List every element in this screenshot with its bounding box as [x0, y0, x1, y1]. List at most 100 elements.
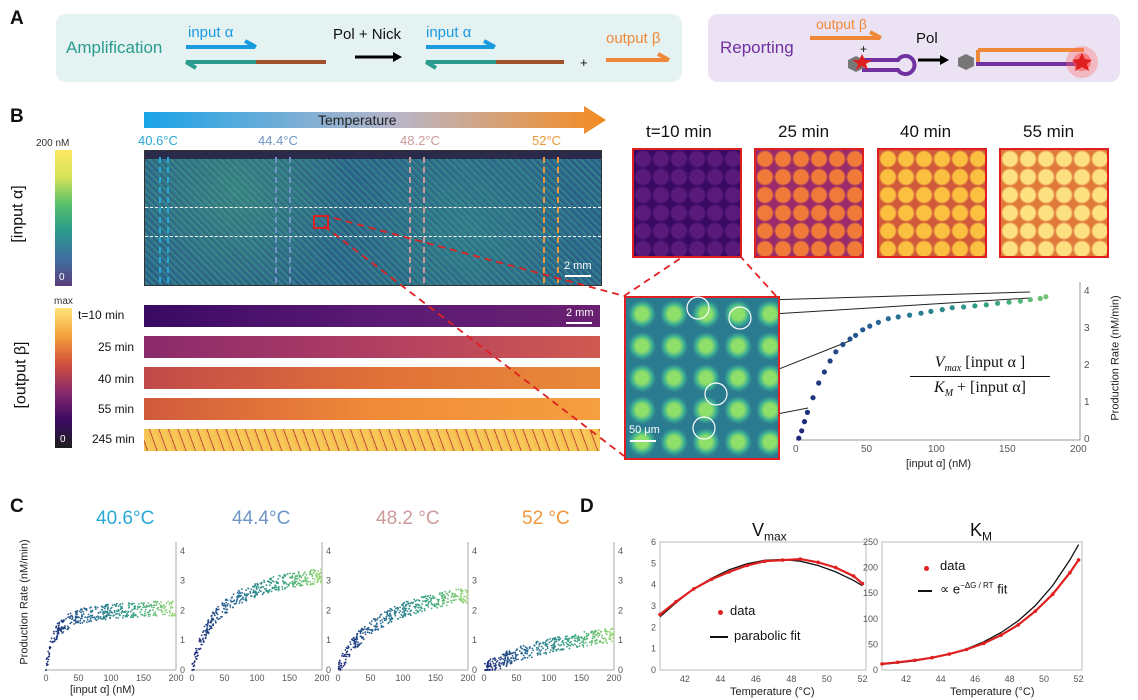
panel-c-point	[602, 642, 604, 644]
panel-c-point	[250, 595, 252, 598]
panel-c-point	[394, 614, 397, 617]
panel-c-point	[259, 590, 262, 593]
panel-c-point	[281, 588, 284, 591]
panel-d-data-line	[881, 559, 1080, 665]
panel-c-point	[201, 643, 203, 646]
panel-c-point	[225, 601, 228, 604]
panel-c-point	[361, 628, 364, 630]
panel-c-point	[583, 637, 585, 640]
panel-c-point	[153, 604, 156, 607]
panel-c-point	[197, 648, 200, 650]
panel-c-point	[121, 602, 124, 605]
scatter-b-point	[796, 435, 802, 441]
panel-c-point	[575, 635, 577, 638]
panel-c-point	[78, 610, 81, 613]
panel-c-point	[103, 607, 106, 610]
panel-c-point	[294, 580, 297, 583]
panel-c-point	[551, 646, 554, 649]
panel-c-point	[420, 607, 423, 610]
panel-c-point	[368, 622, 371, 624]
scatter-b-point	[833, 349, 839, 355]
strip-time-1: t=10 min	[78, 308, 125, 322]
panel-c-point	[441, 603, 444, 605]
panel-c-point	[193, 664, 196, 667]
panel-c-point	[385, 615, 388, 618]
panel-c-point	[554, 640, 557, 643]
scalebar-top-label: 2 mm	[564, 260, 592, 272]
panel-c-point	[606, 642, 609, 645]
panel-c-point	[549, 638, 551, 640]
reporting-label: Reporting	[720, 38, 794, 57]
panel-c-point	[338, 659, 341, 662]
panel-c-point	[271, 580, 274, 582]
panel-c-point	[49, 640, 52, 643]
temperature-label: Temperature	[318, 112, 397, 128]
panel-c-point	[444, 590, 447, 593]
panel-c-point	[170, 605, 172, 608]
scatter-b-point	[867, 323, 873, 329]
panel-c-point	[499, 656, 502, 658]
amplification-diagram	[184, 39, 670, 70]
panel-c-point	[443, 602, 446, 605]
panel-c-point	[300, 580, 303, 583]
panel-c-point	[355, 637, 358, 639]
panel-c-xtick: 200	[314, 673, 329, 683]
panel-c-point	[463, 595, 465, 598]
panel-c-point	[413, 611, 415, 614]
panel-c-point	[79, 622, 82, 625]
panel-c-point	[491, 660, 494, 663]
panel-c-point	[342, 655, 345, 658]
panel-c-point	[364, 633, 367, 636]
panel-c-point	[452, 595, 455, 598]
panel-d-data-point	[880, 662, 884, 666]
panel-c-point	[584, 638, 587, 641]
scatter-b-point	[961, 304, 967, 310]
panel-c-point	[80, 615, 83, 618]
panel-c-point	[414, 603, 417, 606]
panel-c-point	[232, 606, 234, 609]
panel-c-point	[301, 584, 304, 587]
panel-c-point	[536, 652, 539, 655]
panel-c-point	[393, 605, 396, 608]
temp-label-2: 44.4°C	[258, 133, 298, 148]
panel-c-point	[370, 620, 373, 622]
panel-c-point	[218, 617, 221, 620]
panel-c-point	[612, 634, 615, 636]
panel-c-point	[294, 576, 296, 579]
panel-c-point	[249, 592, 252, 595]
panel-c-point	[304, 576, 306, 578]
panel-c-point	[451, 594, 454, 597]
panel-c-point	[265, 590, 267, 592]
panel-c-point	[347, 647, 349, 650]
panel-c-point	[318, 573, 321, 575]
panel-c-point	[273, 587, 276, 589]
panel-c-point	[311, 573, 314, 576]
panel-c-point	[459, 599, 462, 602]
panel-c-point	[211, 617, 214, 620]
panel-c-point	[562, 642, 565, 644]
panel-c-point	[526, 652, 528, 655]
panel-c-point	[359, 632, 362, 635]
panel-c-point	[90, 620, 93, 623]
panel-c-point	[170, 614, 173, 617]
panel-c-point	[54, 638, 57, 641]
panel-c-point	[568, 647, 571, 650]
panel-c-point	[418, 604, 421, 607]
panel-c-point	[535, 646, 538, 649]
panel-c-point	[509, 652, 512, 655]
panel-c-point	[381, 621, 384, 624]
panel-c-point	[579, 642, 581, 645]
panel-c-point	[45, 658, 48, 660]
panel-c-point	[441, 591, 444, 594]
panel-c-point	[81, 617, 83, 620]
panel-c-point	[251, 585, 254, 588]
panel-c-point	[583, 631, 586, 633]
snapshot-image-55min	[999, 148, 1109, 258]
panel-c-point	[552, 645, 555, 648]
panel-c-point	[45, 669, 47, 671]
panel-c-xtick: 100	[541, 673, 556, 683]
panel-c-point	[379, 622, 382, 625]
panel-c-point	[530, 656, 533, 659]
panel-c-point	[486, 662, 489, 665]
panel-c-point	[226, 611, 228, 614]
